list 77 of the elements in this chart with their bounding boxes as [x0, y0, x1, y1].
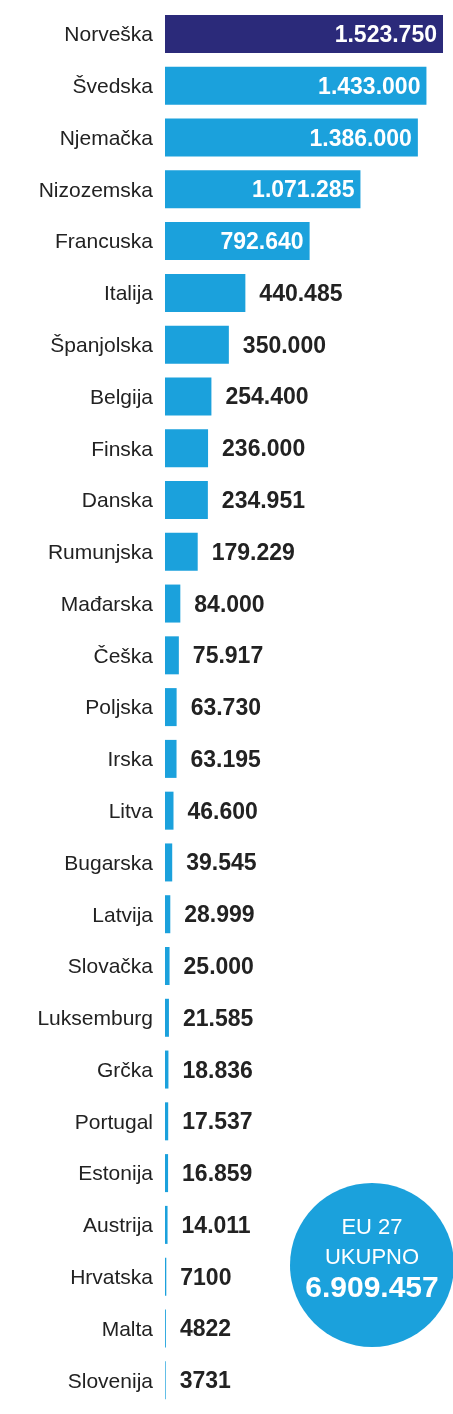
bar — [165, 66, 427, 105]
y-tick-label: Hrvatska — [70, 1265, 154, 1289]
y-tick-label: Češka — [93, 643, 154, 667]
data-label: 16.859 — [182, 1160, 253, 1187]
bar — [165, 377, 212, 416]
data-label: 75.917 — [192, 642, 264, 669]
data-label: 14.011 — [181, 1211, 251, 1238]
bar — [165, 15, 443, 53]
bar — [165, 584, 181, 623]
bar — [165, 998, 169, 1037]
y-tick-label: Malta — [101, 1316, 154, 1340]
bar — [165, 739, 177, 778]
data-label: 46.600 — [187, 797, 258, 824]
y-tick-label: Portugal — [74, 1109, 153, 1133]
bar — [165, 688, 177, 727]
y-tick-label: Belgija — [89, 384, 154, 408]
bar — [165, 325, 229, 364]
y-tick-label: Litva — [108, 799, 154, 823]
y-tick-label: Slovačka — [67, 954, 154, 978]
data-label: 1.386.000 — [309, 124, 412, 151]
y-tick-label: Irska — [107, 747, 154, 771]
data-label: 7100 — [180, 1263, 232, 1290]
y-tick-label: Danska — [81, 488, 154, 512]
data-label: 792.640 — [220, 228, 304, 255]
bar — [165, 843, 173, 882]
data-label: 440.485 — [259, 279, 343, 306]
data-label: 3731 — [179, 1367, 232, 1394]
data-label: 1.071.285 — [252, 176, 355, 203]
y-tick-label: Francuska — [54, 229, 154, 253]
data-label: 236.000 — [222, 435, 306, 462]
y-tick-label: Slovenija — [67, 1368, 154, 1392]
data-label: 1.523.750 — [334, 21, 437, 48]
y-tick-label: Finska — [91, 436, 154, 460]
y-tick-label: Nizozemska — [38, 177, 154, 201]
data-label: 25.000 — [183, 953, 254, 980]
bar — [165, 273, 246, 312]
y-tick-label: Estonija — [78, 1161, 154, 1185]
data-label: 234.951 — [221, 487, 306, 514]
bar — [165, 895, 171, 934]
y-tick-label: Grčka — [96, 1057, 154, 1081]
data-label: 18.836 — [182, 1056, 253, 1083]
bar — [165, 1205, 168, 1244]
bar — [165, 947, 170, 985]
y-tick-label: Austrija — [82, 1213, 154, 1237]
y-tick-label: Latvija — [92, 902, 154, 926]
y-tick-label: Rumunjska — [47, 540, 154, 564]
bar — [165, 1154, 169, 1193]
data-label: 4822 — [179, 1315, 232, 1342]
y-tick-label: Italija — [103, 281, 154, 305]
y-tick-label: Španjolska — [50, 333, 154, 357]
annotation: EU 27 — [340, 1213, 404, 1241]
bar — [165, 532, 198, 571]
data-label: 63.195 — [190, 745, 262, 772]
y-tick-label: Mađarska — [60, 591, 154, 615]
y-tick-label: Norveška — [64, 22, 154, 46]
bar — [165, 791, 174, 830]
bar — [165, 429, 209, 468]
y-tick-label: Bugarska — [64, 850, 154, 874]
bar — [165, 636, 179, 675]
y-tick-label: Luksemburg — [37, 1006, 153, 1030]
annotation: 6.909.457 — [304, 1270, 440, 1303]
y-tick-label: Švedska — [72, 74, 154, 98]
data-label: 39.545 — [186, 849, 257, 876]
data-label: 28.999 — [184, 901, 255, 928]
data-label: 21.585 — [182, 1004, 254, 1031]
bar — [165, 1102, 169, 1141]
annotation: UKUPNO — [324, 1244, 420, 1269]
y-tick-label: Njemačka — [59, 125, 154, 149]
data-label: 17.537 — [182, 1108, 253, 1135]
data-label: 254.400 — [225, 383, 309, 410]
data-label: 1.433.000 — [318, 72, 421, 99]
data-label: 84.000 — [194, 590, 265, 617]
data-label: 179.229 — [211, 538, 295, 565]
bar — [165, 481, 208, 519]
y-tick-label: Poljska — [85, 695, 154, 719]
data-label: 63.730 — [190, 694, 261, 721]
data-label: 350.000 — [242, 331, 326, 358]
